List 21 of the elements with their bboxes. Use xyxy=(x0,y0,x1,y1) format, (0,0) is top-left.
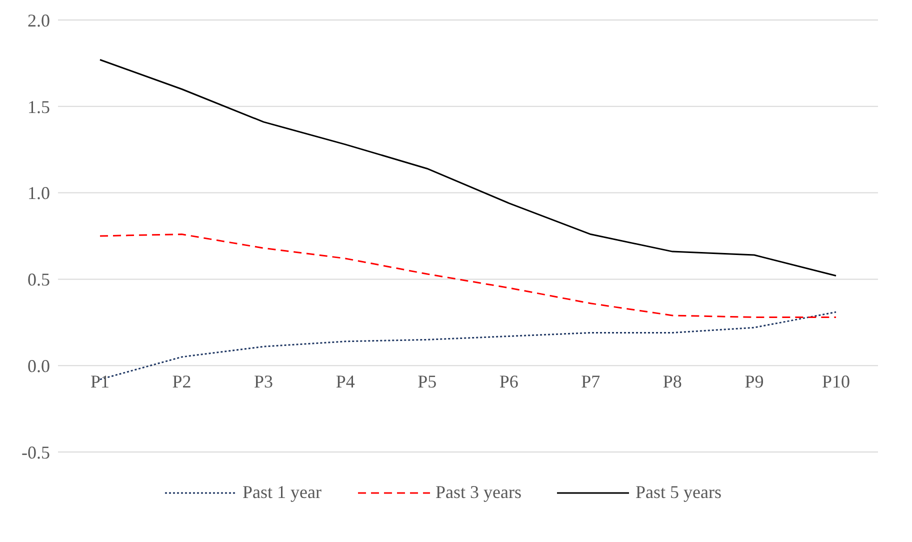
y-tick-label: -0.5 xyxy=(22,442,50,462)
y-tick-label: 2.0 xyxy=(28,10,50,30)
y-tick-label: 1.0 xyxy=(28,183,50,204)
x-tick-label: P6 xyxy=(499,372,518,392)
y-tick-label: 0.0 xyxy=(28,356,50,376)
line-series xyxy=(99,58,837,276)
x-tick-label: P10 xyxy=(822,372,850,392)
x-tick-label: P1 xyxy=(90,372,110,392)
x-tick-label: P7 xyxy=(581,372,600,392)
line-series xyxy=(99,234,837,318)
x-tick-label: P8 xyxy=(662,372,682,392)
legend-label: Past 5 years xyxy=(635,482,722,503)
x-tick-label: P4 xyxy=(336,372,355,392)
x-tick-label: P9 xyxy=(744,372,764,392)
x-tick-label: P2 xyxy=(172,372,192,392)
x-tick-label: P5 xyxy=(418,372,437,392)
y-tick-label: 0.5 xyxy=(28,270,50,290)
y-tick-label: 1.5 xyxy=(28,96,50,117)
x-tick-label: P3 xyxy=(254,372,274,392)
legend-label: Past 1 year xyxy=(242,482,322,503)
legend-label: Past 3 years xyxy=(436,482,522,503)
